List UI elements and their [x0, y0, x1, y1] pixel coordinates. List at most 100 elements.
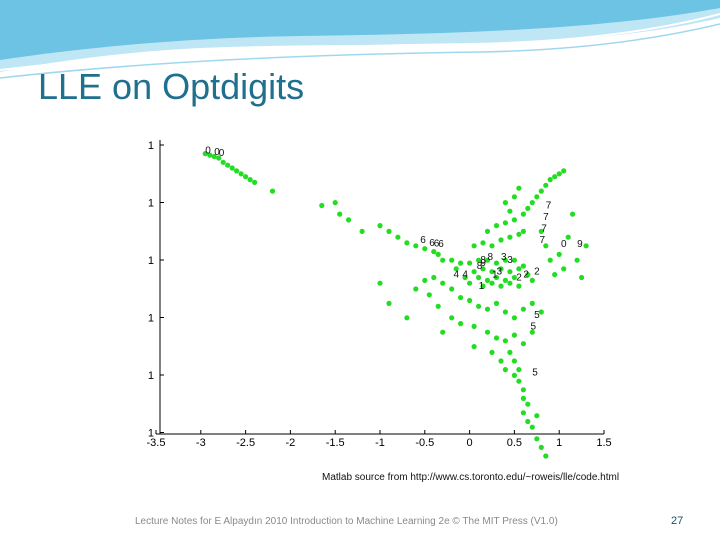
- x-tick-label: -1.5: [326, 437, 345, 449]
- data-point: [216, 155, 222, 161]
- data-point: [547, 177, 553, 183]
- data-point: [493, 274, 500, 281]
- data-point: [507, 349, 513, 355]
- data-point: [547, 257, 553, 263]
- digit-label: 2: [523, 270, 529, 281]
- data-point: [480, 266, 486, 272]
- plot-area: [160, 145, 603, 433]
- data-point: [493, 223, 500, 229]
- x-tick-label: -3.5: [147, 437, 166, 449]
- digit-label: 6: [429, 238, 435, 249]
- data-point: [520, 306, 527, 312]
- data-point: [520, 395, 527, 401]
- digit-label: 9: [577, 239, 583, 250]
- y-tick-label: 1: [148, 255, 154, 267]
- data-point: [234, 168, 240, 174]
- data-point: [507, 269, 513, 275]
- digit-label: 6: [420, 235, 426, 246]
- data-point: [579, 274, 585, 281]
- digit-label: 3: [507, 255, 513, 266]
- data-point: [471, 344, 477, 350]
- digit-label: 0: [219, 148, 225, 159]
- digit-label: 7: [541, 223, 547, 234]
- x-tick-label: -0.5: [415, 437, 434, 449]
- data-point: [516, 266, 522, 272]
- data-point: [484, 306, 491, 312]
- digit-label: 0: [205, 146, 211, 157]
- digit-label: 0: [561, 239, 567, 250]
- data-point: [520, 387, 527, 393]
- data-point: [471, 243, 477, 249]
- data-point: [520, 410, 527, 416]
- data-point: [467, 297, 473, 304]
- data-point: [431, 274, 437, 281]
- data-point: [543, 453, 549, 459]
- data-point: [525, 272, 531, 278]
- data-point: [422, 277, 428, 283]
- data-point: [511, 332, 517, 338]
- data-point: [538, 188, 544, 194]
- data-point: [529, 329, 535, 335]
- data-point: [484, 228, 491, 234]
- digit-label: 7: [543, 212, 549, 223]
- data-point: [543, 182, 549, 188]
- x-tick-label: -3: [196, 437, 206, 449]
- data-point: [476, 303, 482, 309]
- data-point: [538, 444, 544, 450]
- x-tick-label: -2: [286, 437, 296, 449]
- data-point: [484, 329, 491, 335]
- y-tick-label: 1: [148, 428, 154, 440]
- digit-label: 2: [516, 272, 522, 283]
- data-point: [583, 243, 589, 249]
- data-point: [426, 292, 432, 298]
- data-point: [538, 228, 544, 234]
- data-point: [395, 234, 401, 240]
- digit-label: 8: [477, 261, 483, 272]
- digit-label: 6: [434, 238, 440, 249]
- data-point: [449, 257, 455, 263]
- data-point: [489, 280, 495, 286]
- data-point: [458, 260, 464, 266]
- source-note: Matlab source from http://www.cs.toronto…: [322, 472, 620, 483]
- slide-title: LLE on Optdigits: [38, 66, 305, 107]
- data-point: [498, 358, 504, 364]
- data-point: [449, 315, 455, 321]
- data-point: [538, 309, 544, 315]
- data-point: [552, 272, 558, 278]
- data-point: [511, 194, 517, 200]
- data-point: [502, 309, 508, 315]
- y-tick-label: 1: [148, 370, 154, 382]
- data-point: [502, 220, 508, 226]
- data-point: [489, 269, 495, 275]
- data-point: [467, 280, 473, 286]
- data-point: [220, 159, 226, 165]
- data-point: [516, 185, 522, 191]
- footer-text: Lecture Notes for E Alpaydın 2010 Introd…: [135, 516, 558, 527]
- data-point: [511, 274, 517, 281]
- data-point: [346, 217, 352, 223]
- data-point: [480, 240, 486, 246]
- digit-label: 3: [501, 252, 507, 263]
- data-point: [489, 349, 495, 355]
- data-point: [534, 436, 540, 442]
- banner-wave-front: [0, 0, 720, 60]
- data-point: [252, 179, 258, 185]
- data-point: [332, 200, 338, 206]
- data-point: [471, 323, 477, 329]
- data-point: [238, 171, 244, 177]
- data-point: [386, 300, 392, 306]
- data-point: [516, 283, 522, 289]
- digit-label: 7: [546, 200, 552, 211]
- x-tick-label: 1: [556, 437, 562, 449]
- data-point: [498, 237, 504, 243]
- data-point: [431, 249, 437, 255]
- data-point: [502, 367, 508, 373]
- data-point: [467, 260, 473, 266]
- data-point: [462, 274, 468, 281]
- data-point: [493, 300, 500, 306]
- header-swoosh-banner: [0, 0, 720, 79]
- data-point: [484, 277, 491, 283]
- data-point: [529, 277, 535, 283]
